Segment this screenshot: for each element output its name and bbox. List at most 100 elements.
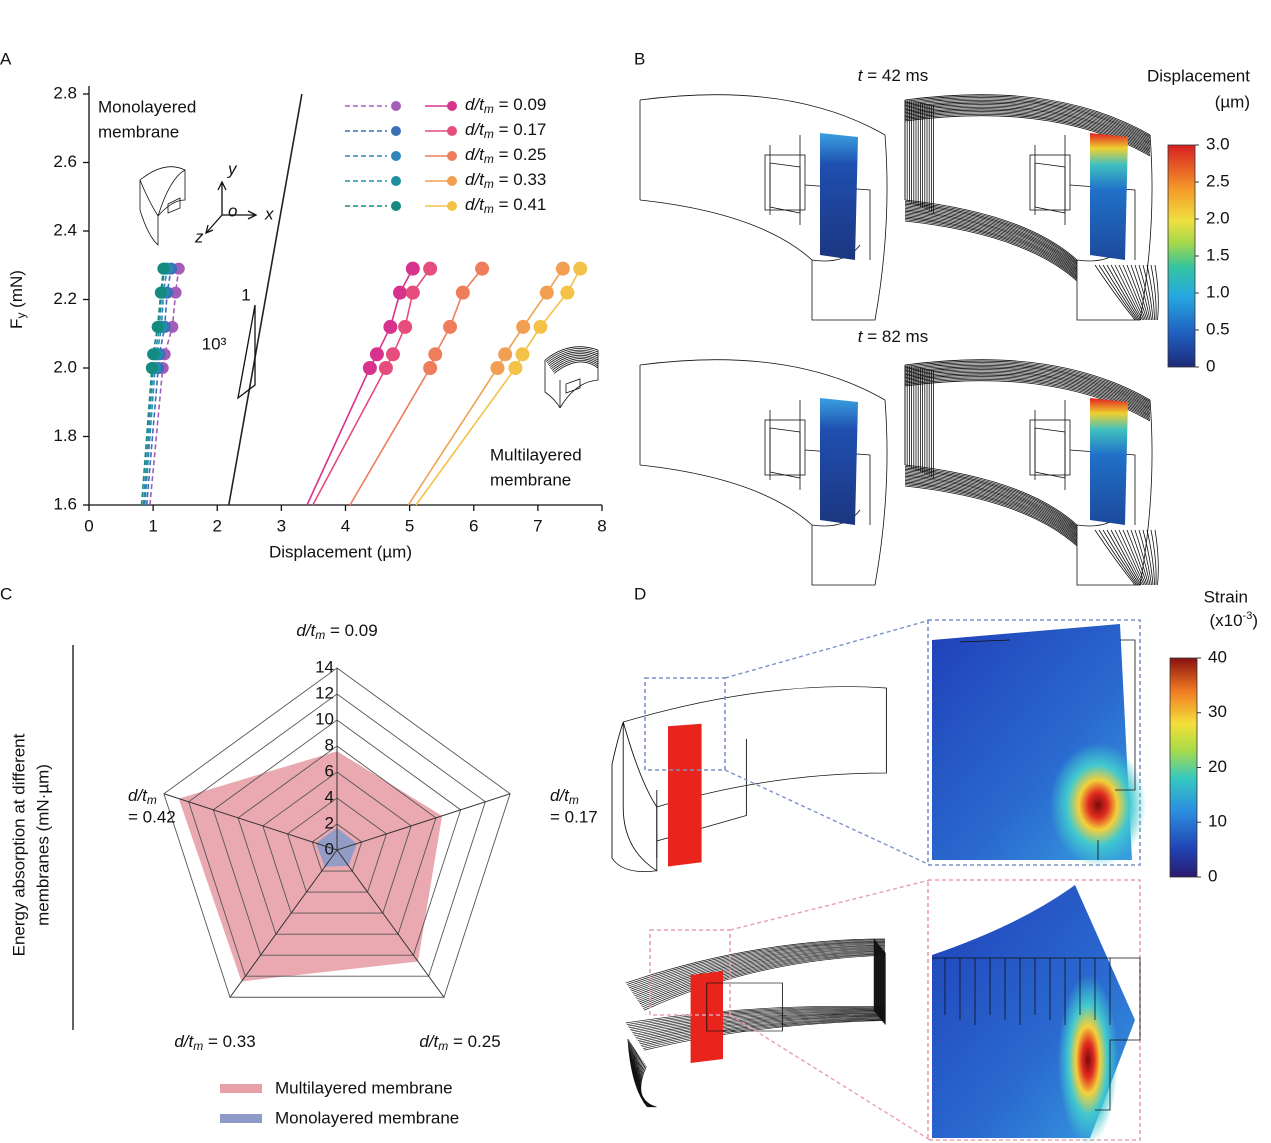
layer-edge bbox=[1118, 264, 1145, 321]
layer-edge bbox=[904, 102, 1151, 144]
r-tick-label: 4 bbox=[325, 787, 334, 806]
multi-sketch bbox=[544, 350, 599, 409]
layer-edge bbox=[639, 199, 813, 261]
data-point bbox=[423, 261, 438, 276]
y-tick-label: 1.8 bbox=[53, 426, 77, 445]
icon-label: y bbox=[227, 159, 238, 178]
layer-edge bbox=[638, 1061, 656, 1108]
layer-edge bbox=[641, 1018, 886, 1048]
category-label: d/tm = 0.25 bbox=[419, 1032, 500, 1053]
layer-edge bbox=[637, 1015, 886, 1041]
grid-ring bbox=[163, 667, 511, 998]
layer-edge bbox=[1154, 264, 1159, 321]
y-axis-label: membranes (mN·µm) bbox=[33, 764, 52, 926]
data-point bbox=[385, 347, 400, 362]
data-point bbox=[405, 285, 420, 300]
multi-sketch bbox=[549, 354, 599, 368]
layer-edge bbox=[904, 367, 1151, 409]
legend-label: d/tm = 0.41 bbox=[465, 195, 546, 216]
fit-line bbox=[145, 367, 160, 506]
layer-edge bbox=[1110, 264, 1142, 321]
layer-edge bbox=[628, 941, 886, 989]
annotation: membrane bbox=[98, 122, 179, 141]
legend-swatch bbox=[391, 126, 401, 136]
layer-edge bbox=[904, 373, 1151, 415]
layer-edge bbox=[626, 1006, 886, 1025]
multi-sketch bbox=[544, 346, 599, 361]
strip bbox=[668, 723, 702, 867]
layer-edge bbox=[632, 1011, 886, 1033]
simulation-view bbox=[639, 94, 888, 321]
legend-swatch bbox=[391, 151, 401, 161]
r-tick-label: 6 bbox=[325, 761, 334, 780]
layer-edge bbox=[904, 219, 1078, 280]
grid-ring bbox=[212, 719, 462, 956]
slope-label: 10³ bbox=[202, 334, 227, 353]
layer-edge bbox=[1094, 264, 1136, 321]
layer-edge bbox=[904, 199, 1078, 261]
layer-edge bbox=[1102, 264, 1139, 321]
layer-edge bbox=[904, 364, 1151, 406]
layer-edge bbox=[904, 466, 1078, 527]
x-tick-label: 2 bbox=[213, 516, 222, 535]
layer-edge bbox=[1106, 264, 1140, 321]
layer-edge bbox=[640, 1017, 886, 1046]
layer-edge bbox=[644, 1020, 886, 1051]
data-point bbox=[490, 361, 505, 375]
layer-edge bbox=[630, 1009, 886, 1030]
layer-edge bbox=[904, 97, 1151, 139]
spoke bbox=[163, 793, 338, 851]
layer-edge bbox=[904, 216, 1078, 278]
layer-edge bbox=[904, 363, 1151, 405]
layer-edge bbox=[904, 480, 1078, 541]
panel-label: C bbox=[0, 584, 12, 603]
y-tick-label: 2.6 bbox=[53, 152, 77, 171]
layer-edge bbox=[904, 370, 1151, 412]
layer-edge bbox=[1142, 529, 1154, 586]
layer-edge bbox=[639, 1017, 886, 1045]
colorbar-tick-label: 0 bbox=[1206, 356, 1215, 375]
layer-edge bbox=[1134, 529, 1151, 586]
icon-label: z bbox=[194, 227, 204, 246]
layer-edge bbox=[633, 945, 886, 995]
layer-edge bbox=[904, 215, 1078, 276]
layer-edge bbox=[639, 951, 886, 1005]
layer-edge bbox=[904, 369, 1151, 411]
data-point bbox=[369, 347, 384, 362]
simulation-view bbox=[625, 938, 886, 1108]
multi-sketch bbox=[546, 349, 599, 364]
layer-edge bbox=[1142, 264, 1154, 321]
layer-edge bbox=[904, 484, 1078, 545]
outline bbox=[904, 100, 1153, 321]
colorbar-tick-label: 10 bbox=[1208, 812, 1227, 831]
layer-edge bbox=[904, 94, 1151, 136]
colorbar-tick-label: 20 bbox=[1208, 757, 1227, 776]
panel-label: A bbox=[0, 49, 12, 68]
simulation-view bbox=[904, 94, 1159, 321]
data-point bbox=[508, 361, 523, 375]
layer-edge bbox=[1130, 529, 1149, 586]
layer-edge bbox=[904, 210, 1078, 272]
layer-edge bbox=[631, 1010, 886, 1032]
data-point bbox=[378, 361, 393, 375]
y-tick-label: 2.4 bbox=[53, 220, 77, 239]
data-point bbox=[455, 285, 470, 300]
colorbar-tick-label: 40 bbox=[1208, 647, 1227, 666]
layer-edge bbox=[1110, 529, 1142, 586]
panel-label: B bbox=[634, 49, 645, 68]
layer-edge bbox=[639, 464, 813, 526]
legend-swatch bbox=[220, 1114, 262, 1123]
category-label: d/tm = 0.17 bbox=[550, 786, 598, 826]
layer-edge bbox=[638, 950, 886, 1003]
layer-edge bbox=[1094, 529, 1136, 586]
outline bbox=[639, 365, 888, 586]
data-point bbox=[515, 347, 530, 362]
legend-label: d/tm = 0.09 bbox=[465, 95, 546, 116]
layer-edge bbox=[639, 1062, 656, 1108]
layer-edge bbox=[904, 201, 1078, 262]
zoom-hotspot bbox=[1050, 743, 1146, 867]
layer-edge bbox=[904, 360, 1151, 402]
r-tick-label: 10 bbox=[315, 709, 334, 728]
legend-swatch bbox=[447, 101, 457, 111]
layer-edge bbox=[1122, 529, 1146, 586]
